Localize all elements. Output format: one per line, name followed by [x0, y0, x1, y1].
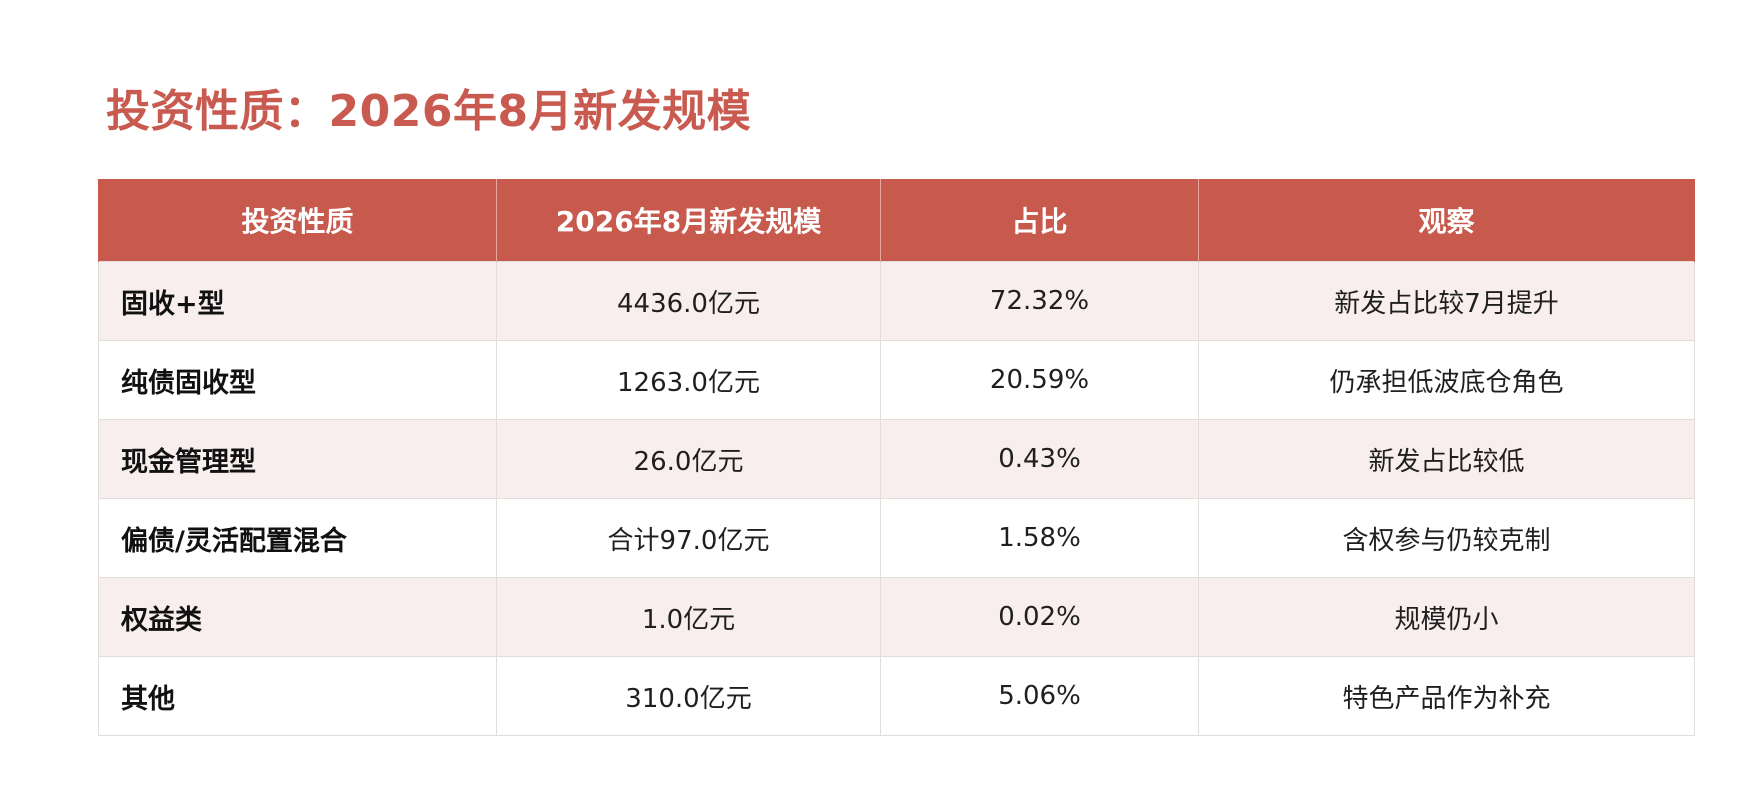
table-row: 固收+型 4436.0亿元 72.32% 新发占比较7月提升: [98, 261, 1695, 341]
header-new-issue-scale: 2026年8月新发规模: [496, 179, 881, 262]
cell-ratio: 1.58%: [880, 498, 1199, 578]
investment-nature-table-container: 投资性质 2026年8月新发规模 占比 观察 固收+型 4436.0亿元 72.…: [98, 179, 1695, 736]
investment-nature-table: 投资性质 2026年8月新发规模 占比 观察 固收+型 4436.0亿元 72.…: [98, 179, 1695, 736]
table-header: 投资性质 2026年8月新发规模 占比 观察: [98, 179, 1695, 262]
table-body: 固收+型 4436.0亿元 72.32% 新发占比较7月提升 纯债固收型 126…: [98, 261, 1695, 736]
cell-note: 新发占比较7月提升: [1198, 261, 1695, 341]
cell-ratio: 72.32%: [880, 261, 1199, 341]
cell-ratio: 0.43%: [880, 419, 1199, 499]
cell-scale: 1263.0亿元: [496, 340, 881, 420]
cell-note: 规模仍小: [1198, 577, 1695, 657]
cell-scale: 26.0亿元: [496, 419, 881, 499]
cell-ratio: 20.59%: [880, 340, 1199, 420]
cell-investment-type: 固收+型: [98, 261, 497, 341]
cell-ratio: 0.02%: [880, 577, 1199, 657]
cell-ratio: 5.06%: [880, 656, 1199, 736]
table-row: 纯债固收型 1263.0亿元 20.59% 仍承担低波底仓角色: [98, 340, 1695, 420]
cell-scale: 合计97.0亿元: [496, 498, 881, 578]
cell-investment-type: 偏债/灵活配置混合: [98, 498, 497, 578]
cell-note: 仍承担低波底仓角色: [1198, 340, 1695, 420]
header-ratio: 占比: [880, 179, 1199, 262]
header-observation: 观察: [1198, 179, 1695, 262]
cell-scale: 4436.0亿元: [496, 261, 881, 341]
cell-note: 含权参与仍较克制: [1198, 498, 1695, 578]
cell-note: 新发占比较低: [1198, 419, 1695, 499]
cell-scale: 310.0亿元: [496, 656, 881, 736]
header-row: 投资性质 2026年8月新发规模 占比 观察: [98, 179, 1695, 262]
cell-investment-type: 现金管理型: [98, 419, 497, 499]
cell-investment-type: 其他: [98, 656, 497, 736]
page-title: 投资性质：2026年8月新发规模: [106, 86, 752, 137]
cell-scale: 1.0亿元: [496, 577, 881, 657]
cell-note: 特色产品作为补充: [1198, 656, 1695, 736]
cell-investment-type: 权益类: [98, 577, 497, 657]
header-investment-type: 投资性质: [98, 179, 497, 262]
table-row: 偏债/灵活配置混合 合计97.0亿元 1.58% 含权参与仍较克制: [98, 498, 1695, 578]
table-row: 现金管理型 26.0亿元 0.43% 新发占比较低: [98, 419, 1695, 499]
table-row: 其他 310.0亿元 5.06% 特色产品作为补充: [98, 656, 1695, 736]
cell-investment-type: 纯债固收型: [98, 340, 497, 420]
table-row: 权益类 1.0亿元 0.02% 规模仍小: [98, 577, 1695, 657]
